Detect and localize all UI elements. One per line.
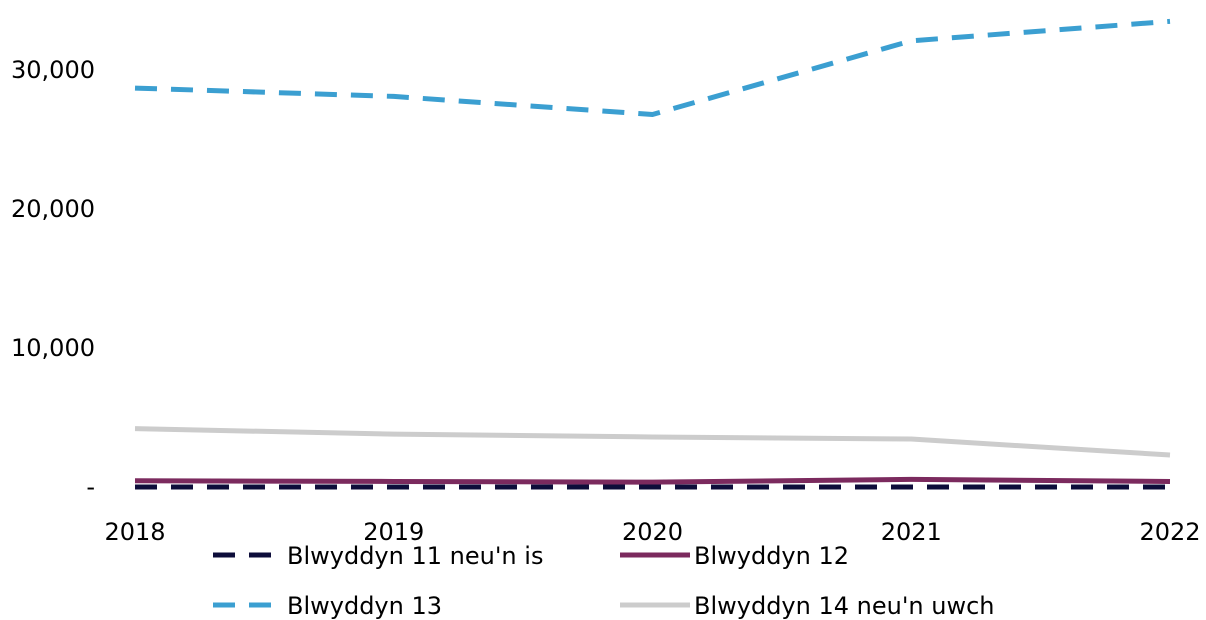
y-tick-label: - [86,473,95,501]
y-tick-label: 10,000 [11,334,95,362]
series-line-4 [134,426,1171,458]
series-lines [134,18,1171,490]
legend-label-3: Blwyddyn 13 [287,592,442,620]
x-tick-label: 2018 [104,518,165,546]
y-tick-label: 20,000 [11,195,95,223]
legend-label-4: Blwyddyn 14 neu'n uwch [694,592,995,620]
legend: Blwyddyn 11 neu'n is Blwyddyn 12 Blwyddyn … [213,542,995,620]
x-tick-label: 2020 [622,518,683,546]
x-tick-label: 2021 [881,518,942,546]
x-tick-label: 2022 [1139,518,1200,546]
legend-label-1: Blwyddyn 11 neu'n is [287,542,543,570]
x-axis-ticks: 2018 2019 2020 2021 2022 [104,518,1200,546]
series-line-2 [134,476,1171,485]
series-line-3 [134,18,1171,117]
x-tick-label: 2019 [363,518,424,546]
y-axis-ticks: - 10,000 20,000 30,000 [11,56,95,501]
legend-label-2: Blwyddyn 12 [694,542,849,570]
y-tick-label: 30,000 [11,56,95,84]
